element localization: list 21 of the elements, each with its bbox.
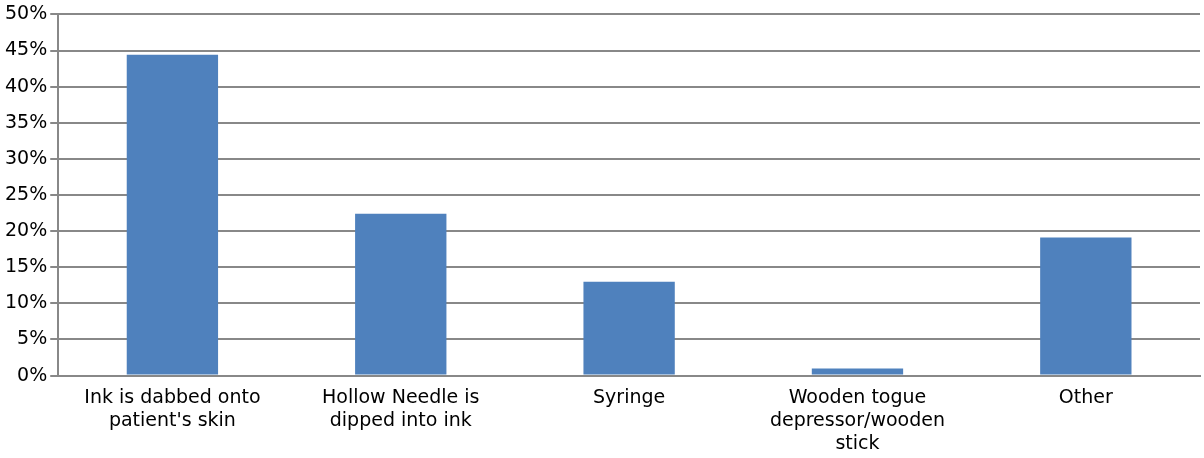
bar <box>811 368 904 375</box>
x-tick-label: Ink is dabbed onto patient's skin <box>84 384 261 430</box>
y-tick-label: 25% <box>5 181 48 204</box>
y-tick-label: 50% <box>5 1 48 24</box>
y-tick-label: 30% <box>5 145 48 168</box>
y-tick-label: 20% <box>5 218 48 241</box>
y-tick-label: 5% <box>17 326 48 349</box>
x-tick-label: Syringe <box>593 384 666 407</box>
y-tick-label: 15% <box>5 254 48 277</box>
x-tick-label: Other <box>1058 384 1113 407</box>
bar <box>355 213 447 375</box>
y-tick-label: 45% <box>5 37 48 60</box>
bar <box>1040 237 1132 375</box>
bar <box>126 54 219 375</box>
x-tick-label: Hollow Needle is dipped into ink <box>322 384 480 430</box>
y-tick-label: 10% <box>5 290 48 313</box>
bar <box>583 281 675 375</box>
y-tick-label: 35% <box>5 109 48 132</box>
y-tick-label: 0% <box>17 362 48 385</box>
y-tick-label: 40% <box>5 73 48 96</box>
x-tick-label: Wooden togue depressor/wooden stick <box>769 384 946 453</box>
